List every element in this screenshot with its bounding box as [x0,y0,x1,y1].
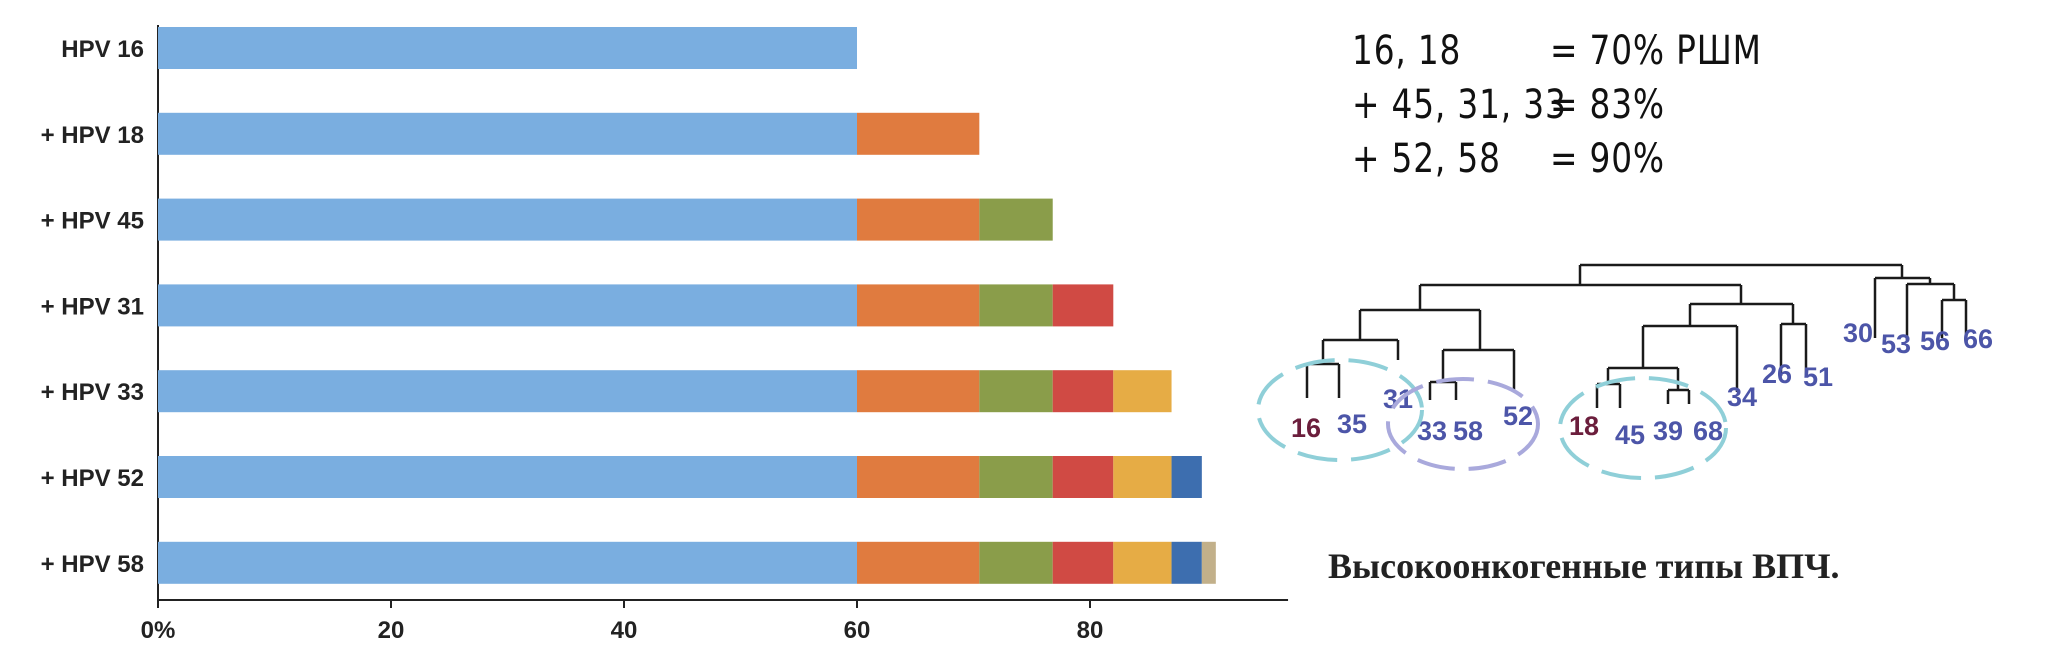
x-tick-label: 60 [844,617,871,644]
bar-segment-2 [857,370,980,413]
dendrogram-leaf-label: 45 [1615,420,1645,450]
bar-segment-3 [979,198,1053,241]
summary-line-3-value: = 90% [1550,136,1665,182]
dendrogram-leaf-label: 34 [1727,382,1757,412]
dendrogram-leaf-label: 26 [1762,359,1792,389]
cluster-highlight-ellipse [1256,358,1424,462]
bar-segment-2 [857,284,980,327]
category-label: + HPV 45 [41,208,144,235]
figure-caption: Высокоонкогенные типы ВПЧ. [1328,546,1840,586]
category-label: + HPV 58 [41,551,144,578]
bar-segment-1 [158,198,857,241]
bar-segment-4 [1052,541,1114,584]
dendrogram-leaf-label: 68 [1693,416,1723,446]
hpv-cumulative-bar-chart: 0% 20 40 60 80 HPV 16 + HPV 18 + HPV 45 + HPV 31… [41,25,1289,644]
bar-segment-3 [979,456,1053,498]
dendrogram-leaf-label: 58 [1453,416,1483,446]
bar-segment-2 [857,456,980,498]
category-label: + HPV 18 [41,122,144,149]
x-tick-label: 80 [1077,617,1104,644]
dendrogram-leaf-label: 39 [1653,416,1683,446]
bar-segment-7 [1201,541,1216,584]
bar-segment-1 [158,456,857,498]
category-label: HPV 16 [61,36,144,63]
category-label: + HPV 31 [41,293,144,320]
bar-segment-1 [158,370,857,413]
dendrogram-leaf-label: 16 [1291,413,1321,443]
bar-segment-1 [158,541,857,584]
bar-segment-3 [979,284,1053,327]
cluster-highlight-ellipse [1558,376,1728,480]
dendrogram-leaf-label: 51 [1803,362,1833,392]
dendrogram-leaf-label: 35 [1337,409,1367,439]
bar-segment-1 [158,284,857,327]
bar-segment-5 [1113,541,1172,584]
bar-segment-3 [979,541,1053,584]
summary-line-2-value: = 83% [1550,82,1665,128]
x-tick-label: 40 [611,617,638,644]
bar-segment-6 [1171,541,1202,584]
cluster-highlight-ellipse [1386,377,1540,471]
bar-segment-6 [1171,456,1202,498]
dendrogram-leaf-label: 30 [1843,318,1873,348]
bar-segment-1 [158,112,857,155]
bar-segment-2 [857,198,980,241]
bar-segment-2 [857,112,980,155]
dendrogram-leaf-label: 56 [1920,326,1950,356]
category-label: + HPV 33 [41,379,144,406]
summary-line-3-types: + 52, 58 [1352,136,1501,182]
dendrogram-leaf-label: 66 [1963,324,1993,354]
dendrogram-leaf-label: 52 [1503,401,1533,431]
bar-segment-5 [1113,456,1172,498]
bar-segment-4 [1052,456,1114,498]
bar-segment-5 [1113,370,1172,413]
bar-segment-3 [979,370,1053,413]
bar-segment-4 [1052,370,1114,413]
x-tick-label: 0% [141,617,176,644]
bar-segment-2 [857,541,980,584]
x-tick-label: 20 [378,617,405,644]
dendrogram-leaf-label: 53 [1881,329,1911,359]
category-label: + HPV 52 [41,465,144,492]
summary-line-1-types: 16, 18 [1352,28,1462,74]
summary-line-1-value: = 70% РШМ [1550,28,1762,74]
dendrogram-leaf-label: 18 [1569,411,1599,441]
summary-line-2-types: + 45, 31, 33 [1352,82,1567,128]
bar-segment-1 [158,27,857,69]
bar-segment-4 [1052,284,1114,327]
